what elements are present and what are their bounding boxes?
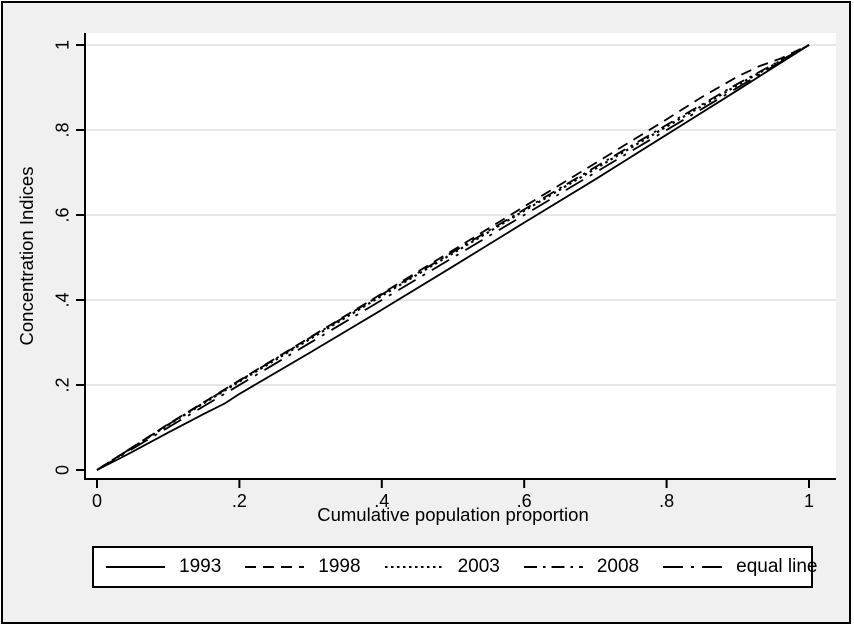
legend-item-2003: 2003 xyxy=(383,556,500,578)
legend-line-sample-icon xyxy=(106,566,165,568)
legend-line-sample-icon xyxy=(523,566,583,568)
x-tick-label: .4 xyxy=(374,491,390,511)
x-tick-label: .8 xyxy=(659,491,675,511)
legend-label: equal line xyxy=(736,556,818,577)
legend-line-sample-icon xyxy=(384,566,444,568)
y-axis-title: Concentration Indices xyxy=(16,166,37,346)
legend-label: 2008 xyxy=(596,556,640,577)
series-line-equal-line xyxy=(96,44,810,471)
series-line-1993 xyxy=(96,44,810,471)
legend-line-sample-icon xyxy=(245,566,305,568)
legend-item-equal-line: equal line xyxy=(661,556,817,578)
legend-label: 1993 xyxy=(179,556,222,577)
y-tick-label: .4 xyxy=(52,292,73,308)
legend: 1993 1998 2003 2008 equal line xyxy=(92,546,817,588)
legend-label: 2003 xyxy=(457,556,500,577)
series-line-1998 xyxy=(96,44,810,471)
y-tick-label: 0 xyxy=(52,464,73,476)
legend-label: 1998 xyxy=(318,556,361,577)
series-line-2003 xyxy=(96,44,810,471)
x-tick-label: 1 xyxy=(803,491,815,511)
legend-item-2008: 2008 xyxy=(522,556,639,578)
y-tick-label: .6 xyxy=(52,207,73,223)
y-tick-label: .2 xyxy=(52,377,73,393)
y-tick-label: .8 xyxy=(52,122,73,138)
legend-item-1998: 1998 xyxy=(243,556,361,578)
legend-line-sample-icon xyxy=(663,566,723,568)
x-axis-title: Cumulative population proportion xyxy=(317,504,589,525)
x-tick-label: 0 xyxy=(91,491,103,511)
y-tick-label: 1 xyxy=(52,39,73,51)
legend-item-1993: 1993 xyxy=(104,556,221,578)
x-tick-label: .2 xyxy=(231,491,247,511)
x-tick-label: .6 xyxy=(516,491,532,511)
